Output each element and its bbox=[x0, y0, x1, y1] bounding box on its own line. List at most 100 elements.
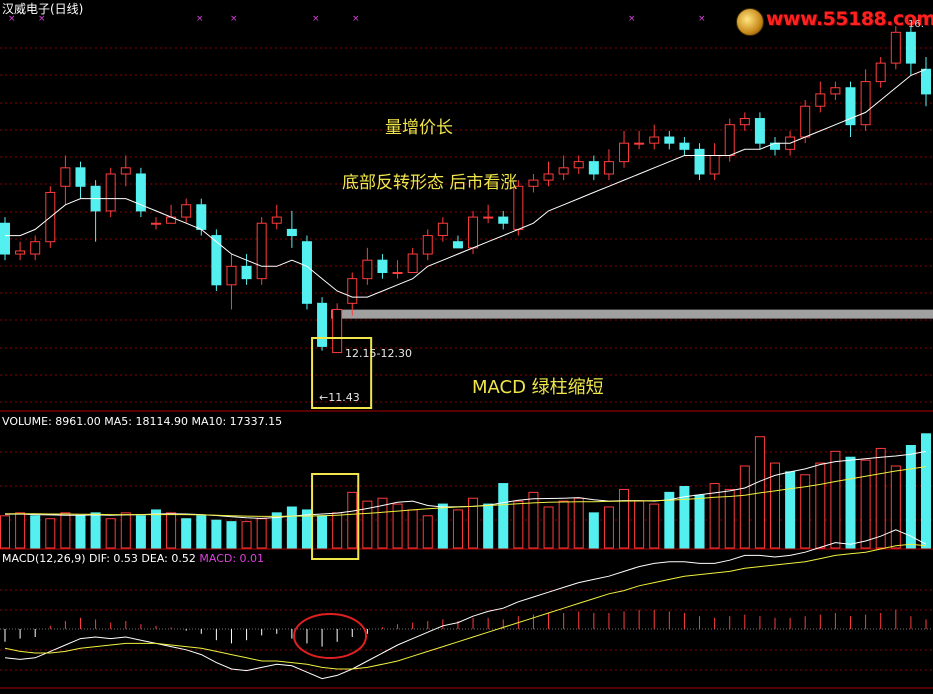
candle bbox=[679, 142, 690, 150]
macd-params-label: MACD(12,26,9) DIF: 0.53 DEA: 0.52 bbox=[2, 552, 200, 565]
volume-bar bbox=[619, 488, 630, 549]
volume-bar bbox=[603, 506, 614, 549]
candle bbox=[211, 235, 222, 286]
candle bbox=[603, 161, 614, 175]
candle bbox=[739, 118, 750, 126]
volume-bar bbox=[286, 506, 297, 549]
candle bbox=[905, 31, 916, 64]
candle bbox=[181, 204, 192, 218]
candle bbox=[196, 204, 207, 230]
candle bbox=[724, 124, 735, 156]
volume-bar bbox=[694, 494, 705, 549]
candle bbox=[588, 161, 599, 175]
annotation-volume-price: 量增价长 bbox=[385, 118, 453, 138]
candle bbox=[634, 142, 645, 145]
volume-bar bbox=[483, 503, 494, 549]
volume-header: VOLUME: 8961.00 MA5: 18114.90 MA10: 1733… bbox=[2, 415, 283, 428]
volume-bar bbox=[860, 459, 871, 549]
watermark-text: www.55188.com bbox=[766, 8, 933, 30]
volume-bar bbox=[90, 512, 101, 549]
candle bbox=[422, 235, 433, 255]
macd-header: MACD(12,26,9) DIF: 0.53 DEA: 0.52 MACD: … bbox=[2, 552, 264, 565]
candle bbox=[468, 216, 479, 249]
candle bbox=[0, 222, 10, 255]
volume-bar bbox=[75, 515, 86, 549]
candle bbox=[543, 173, 554, 181]
volume-bar bbox=[845, 456, 856, 549]
volume-bar bbox=[377, 497, 388, 549]
volume-bar bbox=[664, 491, 675, 549]
volume-bar bbox=[588, 512, 599, 549]
candle bbox=[286, 228, 297, 237]
volume-bar bbox=[45, 518, 56, 549]
volume-bar bbox=[105, 518, 116, 549]
volume-bar bbox=[905, 445, 916, 549]
candle bbox=[301, 241, 312, 304]
candle bbox=[362, 259, 373, 280]
candle bbox=[528, 179, 539, 187]
candle bbox=[392, 272, 403, 275]
candle bbox=[15, 250, 26, 255]
candle bbox=[226, 265, 237, 286]
candle bbox=[120, 167, 131, 175]
event-marker-icon: × bbox=[8, 14, 16, 24]
candle bbox=[135, 173, 146, 212]
event-marker-icon: × bbox=[698, 14, 706, 24]
candle bbox=[105, 173, 116, 212]
price-ma-white-line bbox=[5, 68, 927, 298]
annotation-date-range: 12.15-12.30 bbox=[345, 347, 412, 360]
volume-bar bbox=[468, 497, 479, 549]
candle bbox=[845, 87, 856, 126]
macd-value-label: MACD: 0.01 bbox=[199, 552, 265, 565]
candle bbox=[558, 167, 569, 175]
volume-bar bbox=[196, 515, 207, 549]
candle bbox=[317, 302, 328, 347]
volume-bar bbox=[890, 465, 901, 549]
highlight-box-volume bbox=[311, 473, 360, 560]
annotation-low-price: ←11.43 bbox=[319, 391, 360, 404]
candle bbox=[483, 216, 494, 219]
volume-bar bbox=[362, 500, 373, 549]
volume-bar bbox=[452, 509, 463, 549]
highlight-box-price bbox=[311, 337, 373, 409]
volume-bar bbox=[271, 512, 282, 549]
event-marker-icon: × bbox=[196, 14, 204, 24]
volume-bar bbox=[407, 509, 418, 549]
volume-bar bbox=[528, 491, 539, 549]
volume-bar bbox=[724, 488, 735, 549]
volume-bar bbox=[30, 515, 41, 549]
candle bbox=[860, 81, 871, 126]
volume-bar bbox=[15, 512, 26, 549]
volume-bar bbox=[709, 483, 720, 549]
volume-bar bbox=[437, 503, 448, 549]
volume-bar bbox=[241, 521, 252, 549]
candle bbox=[921, 68, 931, 95]
volume-bar bbox=[815, 462, 826, 549]
candle bbox=[256, 222, 267, 280]
candle bbox=[664, 136, 675, 144]
volume-bar bbox=[921, 433, 931, 549]
gold-coin-logo-icon bbox=[736, 8, 764, 36]
volume-bar bbox=[181, 518, 192, 549]
candle bbox=[754, 118, 765, 144]
volume-bar bbox=[770, 462, 781, 549]
candle bbox=[830, 87, 841, 95]
volume-bar bbox=[120, 512, 131, 549]
volume-bar bbox=[679, 486, 690, 549]
volume-bar bbox=[211, 519, 222, 549]
event-marker-icon: × bbox=[628, 14, 636, 24]
candle bbox=[452, 241, 463, 249]
volume-bar bbox=[875, 447, 886, 549]
volume-bar bbox=[0, 515, 10, 549]
candle bbox=[694, 148, 705, 175]
volume-bar bbox=[226, 521, 237, 549]
volume-bar bbox=[150, 509, 161, 549]
annotation-macd-note: MACD 绿柱缩短 bbox=[472, 377, 604, 398]
event-marker-icon: × bbox=[38, 14, 46, 24]
window-title: 汉威电子(日线) bbox=[2, 2, 84, 16]
volume-bar bbox=[332, 512, 343, 549]
candle bbox=[377, 259, 388, 274]
price-tag: 16. bbox=[908, 19, 924, 30]
volume-bar bbox=[317, 515, 328, 549]
